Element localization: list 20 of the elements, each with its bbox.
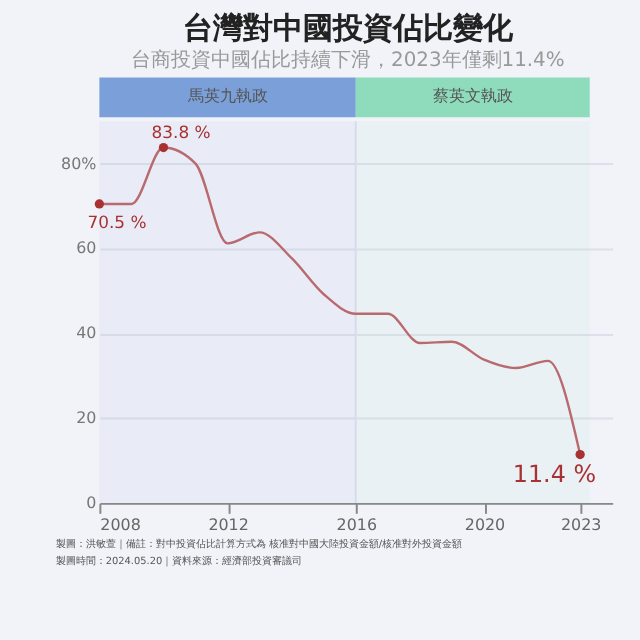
chart-title: 台灣對中國投資佔比變化 bbox=[182, 9, 515, 46]
x-tick-label: 2020 bbox=[464, 515, 506, 534]
y-tick-label: 40 bbox=[76, 324, 97, 343]
x-tick-label: 2023 bbox=[560, 515, 602, 534]
y-tick-label: 60 bbox=[76, 239, 97, 258]
band-label: 蔡英文執政 bbox=[432, 87, 513, 106]
annotation: 11.4 % bbox=[512, 460, 597, 489]
chart-subtitle: 台商投資中國佔比持續下滑，2023年僅剩11.4% bbox=[131, 47, 565, 72]
annotation: 83.8 % bbox=[151, 121, 211, 142]
y-tick-label: 20 bbox=[76, 409, 97, 428]
x-tick-label: 2008 bbox=[100, 515, 141, 534]
y-tick-label: 80% bbox=[61, 154, 98, 173]
band-label: 馬英九執政 bbox=[185, 87, 268, 106]
y-tick-label: 0 bbox=[86, 493, 97, 512]
x-tick-label: 2016 bbox=[336, 515, 377, 534]
annotation: 70.5 % bbox=[87, 211, 147, 232]
x-tick-label: 2012 bbox=[208, 515, 249, 534]
point bbox=[575, 449, 585, 460]
point bbox=[94, 199, 105, 209]
point bbox=[158, 142, 169, 153]
